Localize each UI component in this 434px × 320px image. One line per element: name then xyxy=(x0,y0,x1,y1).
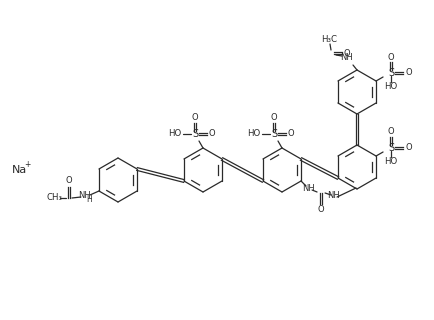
Text: NH: NH xyxy=(326,191,339,201)
Text: NH: NH xyxy=(340,53,352,62)
Text: O: O xyxy=(287,130,294,139)
Text: HO: HO xyxy=(247,130,260,139)
Text: HO: HO xyxy=(384,83,397,92)
Text: NH: NH xyxy=(301,185,314,194)
Text: O: O xyxy=(343,49,349,58)
Text: O: O xyxy=(208,130,215,139)
Text: HO: HO xyxy=(168,130,181,139)
Text: O: O xyxy=(317,204,324,213)
Text: S: S xyxy=(270,129,276,139)
Text: O: O xyxy=(387,52,394,61)
Text: H: H xyxy=(86,195,92,204)
Text: H₃C: H₃C xyxy=(320,35,336,44)
Text: S: S xyxy=(387,143,393,153)
Text: HO: HO xyxy=(384,157,397,166)
Text: O: O xyxy=(270,114,277,123)
Text: Na: Na xyxy=(12,165,28,175)
Text: O: O xyxy=(66,177,72,186)
Text: O: O xyxy=(191,114,198,123)
Text: O: O xyxy=(387,127,394,137)
Text: S: S xyxy=(387,68,393,78)
Text: CH₃: CH₃ xyxy=(47,194,63,203)
Text: +: + xyxy=(24,161,30,170)
Text: O: O xyxy=(405,143,411,153)
Text: S: S xyxy=(191,129,197,139)
Text: O: O xyxy=(405,68,411,77)
Text: NH: NH xyxy=(79,191,91,201)
